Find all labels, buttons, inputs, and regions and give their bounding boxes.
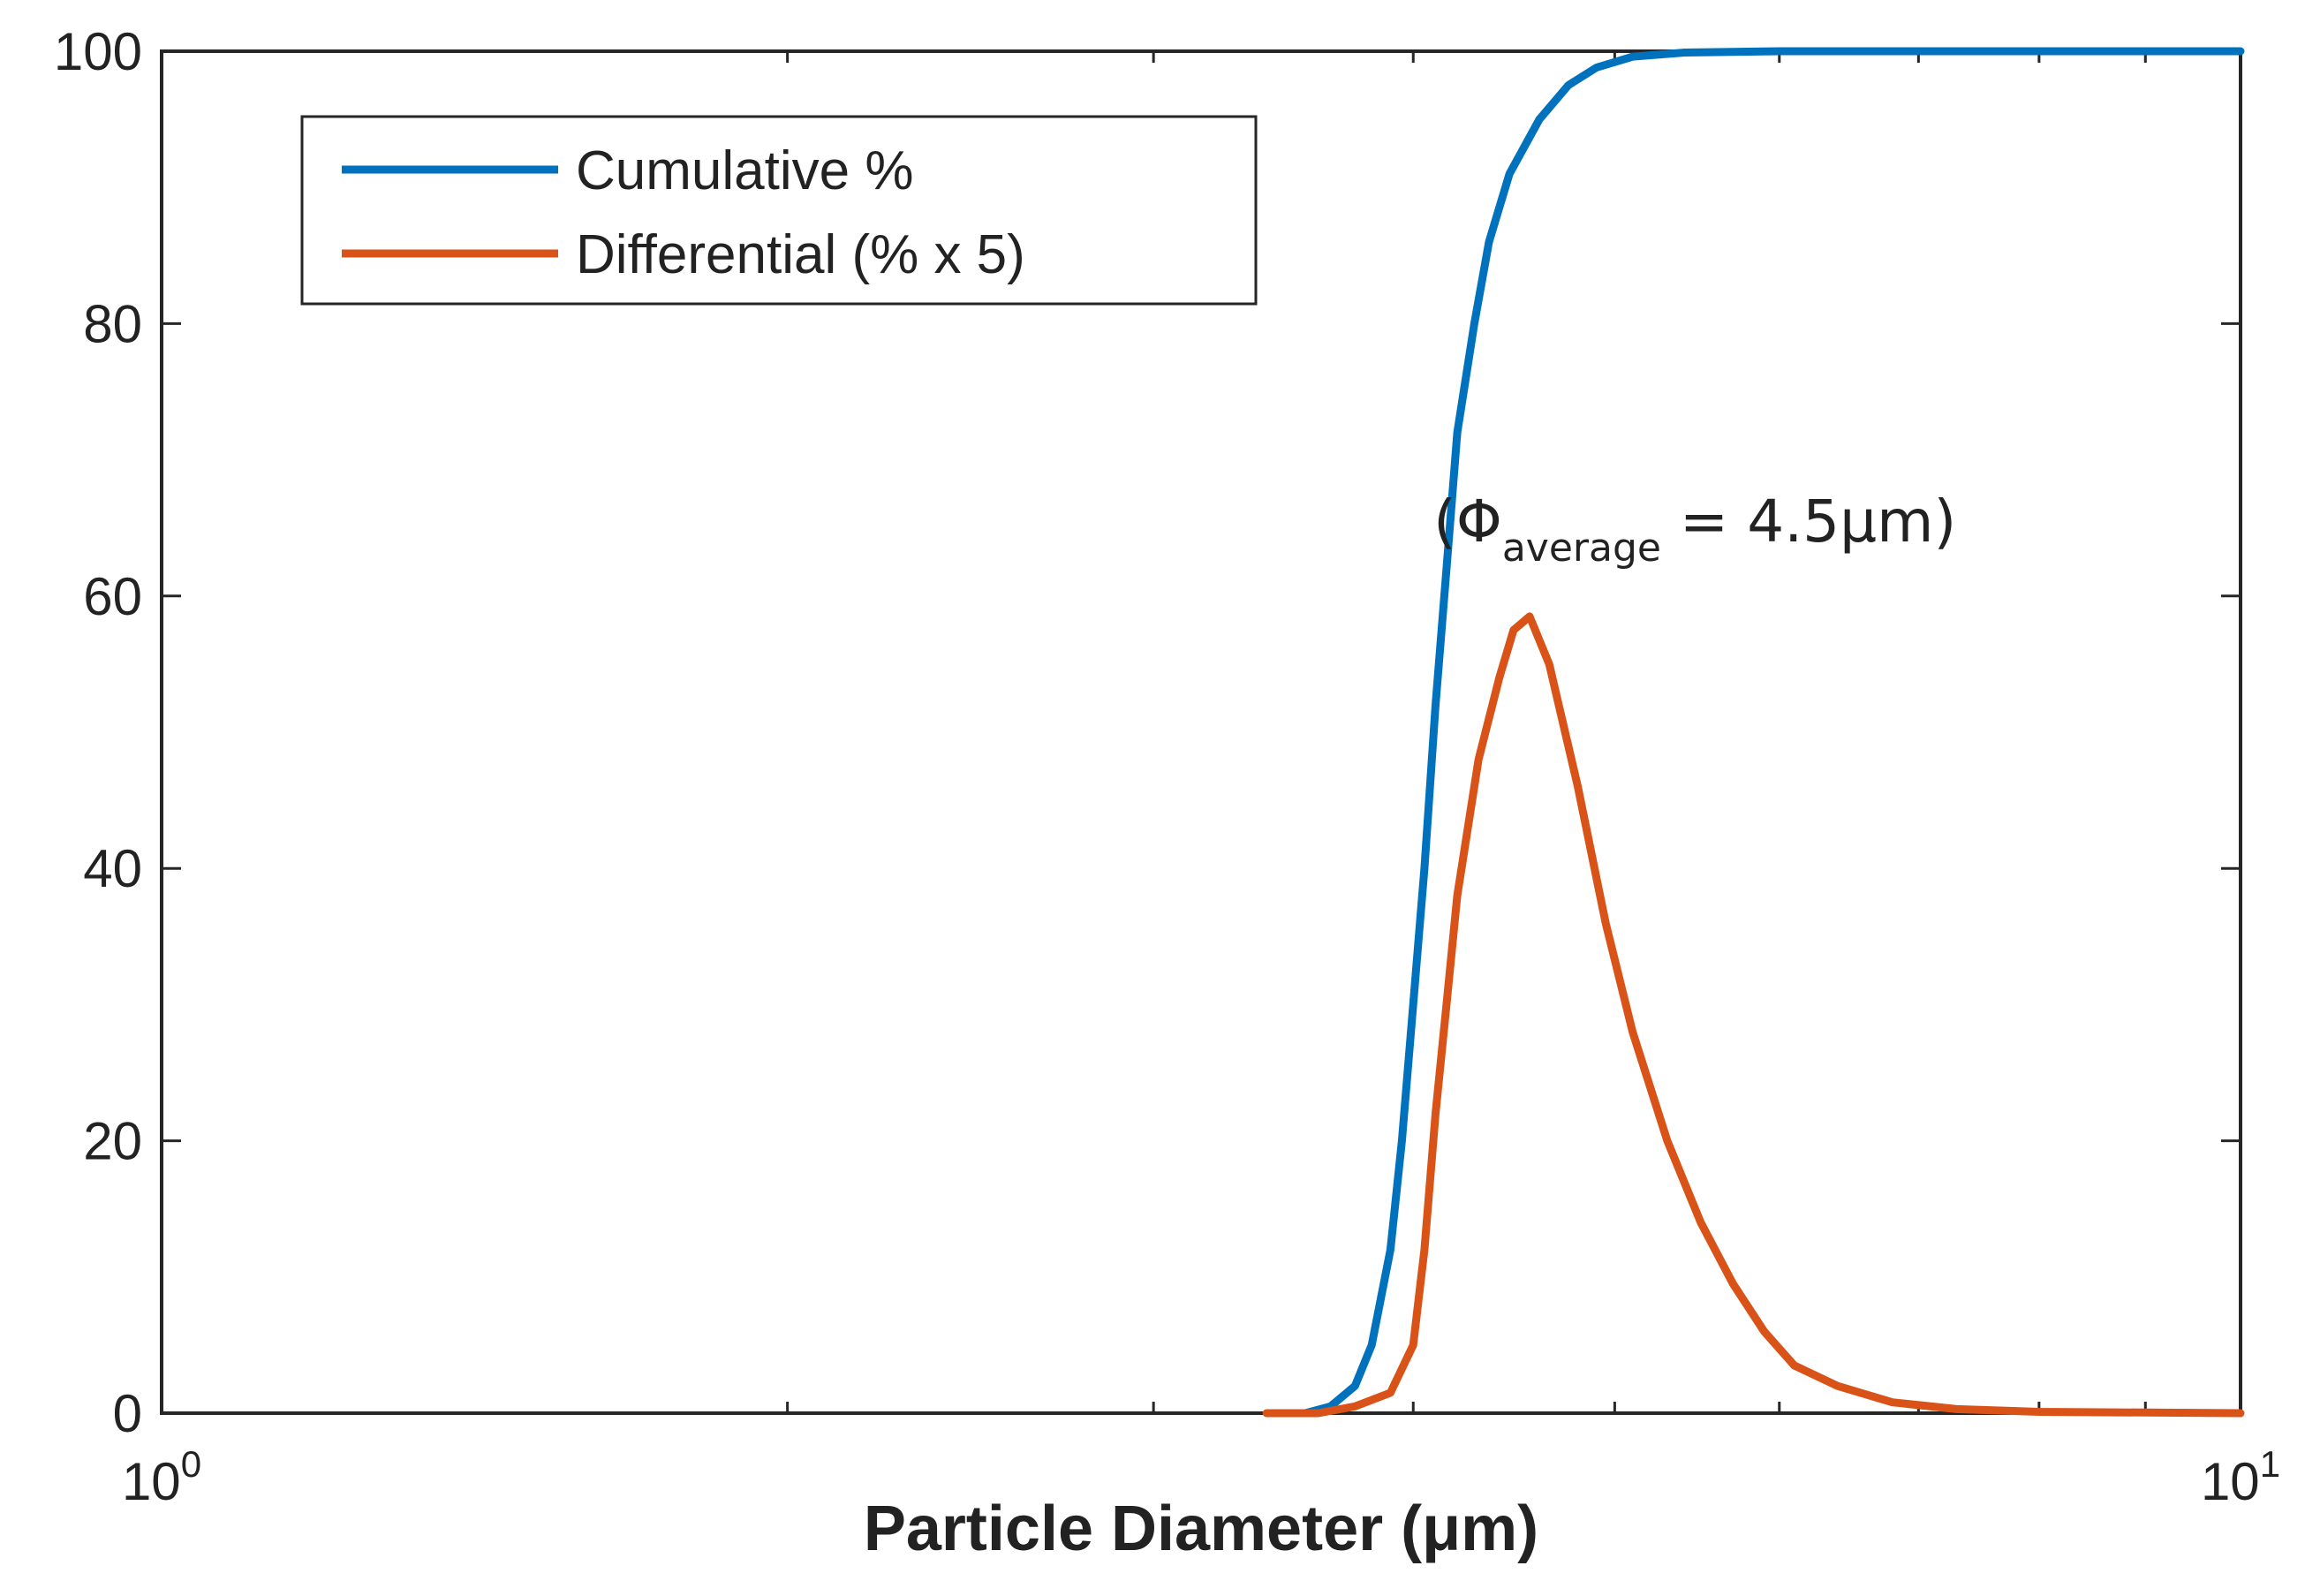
y-tick-label: 80 xyxy=(83,294,142,353)
y-tick-label: 60 xyxy=(83,567,142,626)
series-lines xyxy=(1262,47,2245,1418)
series-line-cumulative xyxy=(1301,47,2245,1418)
x-tick-labels: 100 101 xyxy=(122,1443,2280,1511)
legend: Cumulative % Differential (% x 5) xyxy=(300,115,1258,306)
average-diameter-annotation: (Φaverage = 4.5μm) xyxy=(1433,488,1956,571)
y-tick-label: 40 xyxy=(83,839,142,898)
annotation-text: (Φaverage = 4.5μm) xyxy=(1433,488,1956,571)
legend-box xyxy=(300,115,1258,306)
y-tick-labels: 0 20 40 60 80 100 xyxy=(54,22,142,1443)
y-tick-label: 100 xyxy=(54,22,142,81)
axis-ticks xyxy=(162,49,2241,1415)
legend-label: Cumulative % xyxy=(576,140,913,201)
x-tick-label: 100 xyxy=(122,1443,201,1511)
series-line-differential xyxy=(1262,612,2245,1418)
annotation-symbol: Φ xyxy=(1456,488,1502,556)
annotation-subscript: average xyxy=(1502,526,1661,571)
annotation-open: ( xyxy=(1433,488,1456,556)
y-tick-label: 20 xyxy=(83,1112,142,1171)
x-tick-label: 101 xyxy=(2201,1443,2280,1511)
y-tick-label: 0 xyxy=(113,1384,142,1443)
x-axis-title: Particle Diameter (μm) xyxy=(864,1494,1538,1564)
legend-label: Differential (% x 5) xyxy=(576,224,1025,285)
annotation-rest: = 4.5μm) xyxy=(1661,488,1956,556)
